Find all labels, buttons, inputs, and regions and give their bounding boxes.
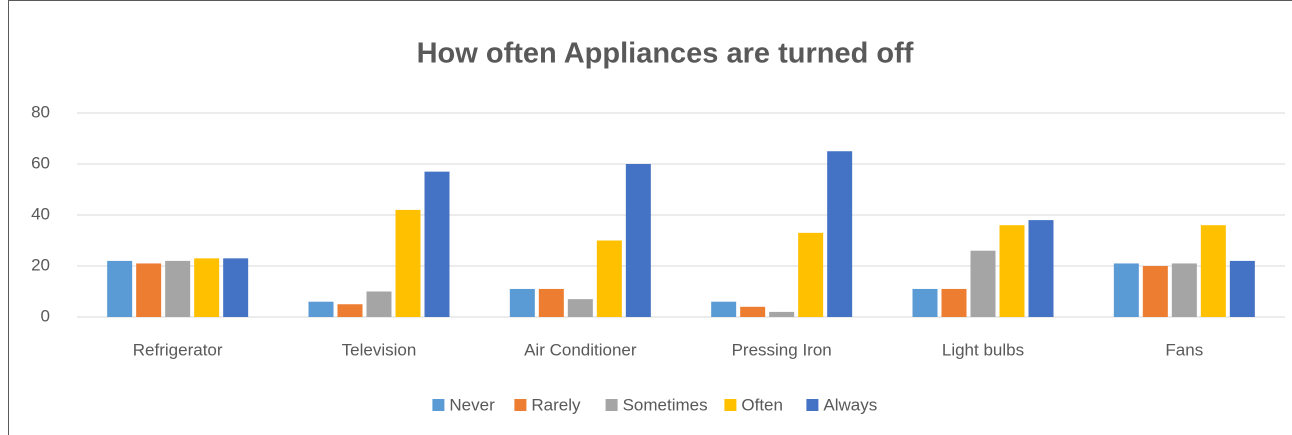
legend-swatch	[432, 399, 445, 411]
legend-label: Often	[741, 395, 783, 414]
bar	[740, 306, 766, 317]
bar	[538, 288, 564, 317]
x-tick-label: Television	[342, 340, 417, 359]
bar	[1028, 220, 1054, 317]
x-tick-label: Refrigerator	[133, 340, 223, 359]
bar	[1142, 266, 1168, 317]
x-tick-label: Air Conditioner	[524, 340, 637, 359]
bar	[107, 260, 133, 317]
legend-swatch	[724, 399, 737, 411]
y-tick-label: 0	[41, 306, 50, 325]
bar	[1171, 263, 1197, 317]
legend-label: Always	[823, 395, 877, 414]
bar	[798, 232, 824, 317]
bar	[567, 299, 593, 317]
bar	[165, 260, 191, 317]
legend-swatch	[806, 399, 819, 411]
bar	[769, 311, 795, 317]
legend-label: Never	[449, 395, 495, 414]
legend-label: Sometimes	[623, 395, 708, 414]
y-tick-label: 40	[31, 204, 50, 223]
bar	[827, 151, 853, 317]
bar	[194, 258, 220, 317]
bar	[1200, 225, 1226, 317]
x-tick-label: Fans	[1165, 340, 1203, 359]
y-tick-label: 80	[31, 102, 50, 121]
bar	[366, 291, 392, 317]
bar	[337, 304, 363, 317]
legend-swatch	[514, 399, 527, 411]
y-tick-label: 20	[31, 255, 50, 274]
bar	[711, 301, 737, 317]
y-tick-label: 60	[31, 153, 50, 172]
bar	[395, 209, 421, 317]
bar	[941, 288, 967, 317]
x-tick-label: Pressing Iron	[732, 340, 832, 359]
bar	[136, 263, 162, 317]
bar	[596, 240, 622, 317]
x-tick-label: Light bulbs	[942, 340, 1024, 359]
bar	[999, 225, 1025, 317]
bar	[912, 288, 938, 317]
chart-title: How often Appliances are turned off	[417, 38, 914, 70]
bar	[509, 288, 535, 317]
bar	[308, 301, 334, 317]
legend-label: Rarely	[531, 395, 581, 414]
bar	[970, 250, 996, 317]
bar	[625, 164, 651, 317]
bar	[424, 171, 450, 317]
bar	[1229, 260, 1255, 317]
bar	[1113, 263, 1139, 317]
legend-swatch	[605, 399, 618, 411]
bar	[223, 258, 249, 317]
